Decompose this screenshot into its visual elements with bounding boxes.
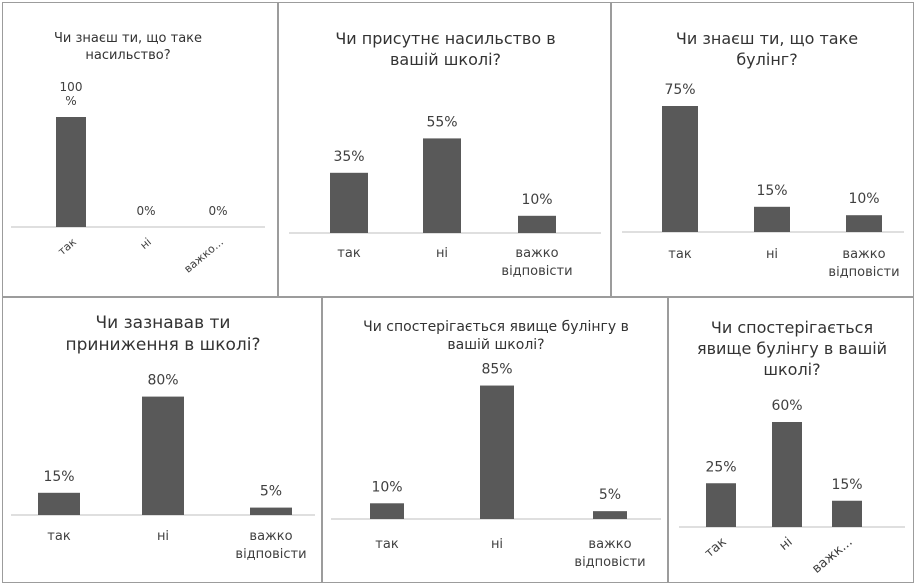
value-label: 10%	[848, 191, 879, 207]
bar	[56, 117, 86, 227]
chart-panel-5: Чи спостерігається явище булінгу в вашій…	[322, 297, 668, 583]
chart-plot: 100 % так 0% ні 0% важко...	[11, 80, 265, 276]
chart-title: Чи спостерігається явище булінгу в вашій…	[696, 318, 888, 379]
bar	[772, 422, 802, 527]
bar	[142, 396, 184, 515]
bar	[370, 503, 404, 519]
bar	[706, 483, 736, 527]
bar	[330, 172, 368, 233]
category-label: так	[55, 235, 79, 258]
value-label: 15%	[43, 469, 74, 485]
value-label: 10%	[521, 192, 552, 208]
chart-title: Чи спостерігається явище булінгу в вашій…	[363, 319, 629, 354]
chart-panel-1: Чи знаєш ти, що таке насильство? 100% так…	[2, 2, 278, 297]
value-label: 85%	[481, 362, 512, 378]
chart-title: Чи знаєш ти, що таке насильство?	[53, 31, 203, 63]
bar	[518, 215, 556, 233]
value-label: 35%	[333, 149, 364, 165]
value-label: 75%	[664, 82, 695, 98]
chart-title: Чи знаєш ти, що таке булінг?	[675, 29, 859, 69]
chart-panel-2: Чи присутнє насильство в вашій школі? 35…	[278, 2, 611, 297]
category-label: ні	[157, 529, 169, 544]
bar	[754, 206, 790, 232]
value-label: 10%	[371, 479, 402, 495]
value-label: 80%	[147, 373, 178, 389]
category-label: так	[375, 537, 399, 552]
category-label: важко відповісти	[235, 529, 306, 562]
category-label: так	[702, 534, 730, 561]
chart-panel-4: Чи зазнавав ти приниження в школі? 15% та…	[2, 297, 322, 583]
category-label: важко відповісти	[501, 246, 572, 279]
value-label: 15%	[831, 477, 862, 493]
chart-plot: 35% так 55% ні 10% важко відповісти	[289, 114, 601, 279]
bar	[480, 385, 514, 519]
bar	[846, 215, 882, 232]
bar	[593, 511, 627, 519]
value-label: 5%	[260, 484, 282, 500]
category-label: важко...	[182, 235, 226, 275]
category-label: ні	[436, 246, 448, 261]
category-label: так	[668, 247, 692, 262]
value-label: 5%	[599, 487, 621, 503]
chart-plot: 25% так 60% ні 15% важк...	[679, 398, 905, 577]
value-label: 15%	[756, 183, 787, 199]
category-label: так	[337, 246, 361, 261]
category-label: ні	[491, 537, 503, 552]
value-label: 55%	[426, 114, 457, 130]
chart-title: Чи присутнє насильство в вашій школі?	[335, 29, 556, 69]
category-label: ні	[766, 247, 778, 262]
chart-plot: 15% так 80% ні 5% важко відповісти	[11, 373, 315, 562]
category-label: важко відповісти	[828, 247, 899, 280]
bar	[423, 138, 461, 233]
category-label: важко відповісти	[574, 537, 645, 570]
value-label: 100%	[60, 80, 83, 108]
value-label: 25%	[705, 459, 736, 475]
bar	[662, 106, 698, 232]
category-label: важк...	[809, 535, 855, 577]
bar	[250, 507, 292, 515]
chart-panel-3: Чи знаєш ти, що таке булінг? 75% так 15% ні…	[611, 2, 914, 297]
chart-panel-6: Чи спостерігається явище булінгу в вашій…	[668, 297, 914, 583]
chart-plot: 10% так 85% ні 5% важко відповісти	[331, 362, 661, 570]
bar	[38, 492, 80, 515]
value-label: 0%	[208, 204, 227, 218]
chart-plot: 75% так 15% ні 10% важко відповісти	[622, 82, 904, 280]
value-label: 60%	[771, 398, 802, 414]
category-label: ні	[138, 235, 154, 252]
chart-title: Чи зазнавав ти приниження в школі?	[65, 313, 261, 356]
value-label: 0%	[136, 204, 155, 218]
bar	[832, 500, 862, 527]
category-label: так	[47, 529, 71, 544]
category-label: ні	[777, 535, 796, 554]
